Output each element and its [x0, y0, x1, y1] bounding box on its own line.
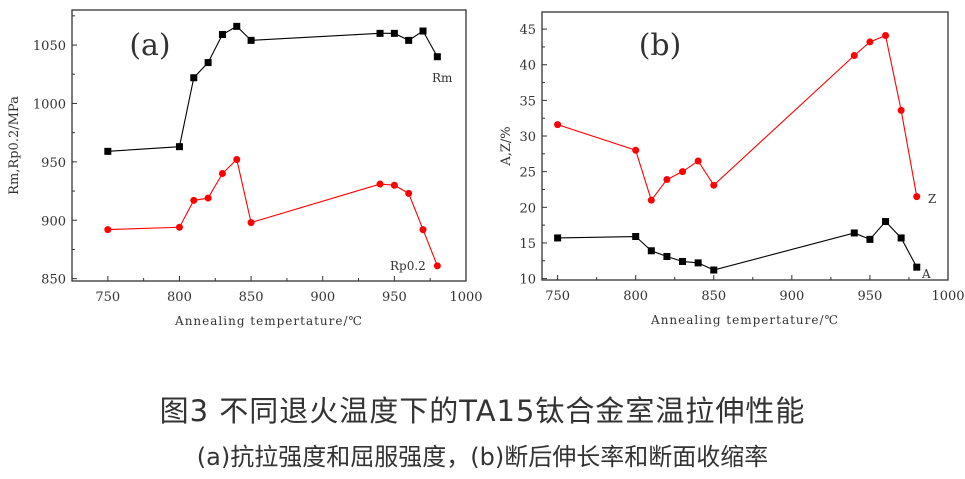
- series-Z: Z: [554, 32, 936, 206]
- data-point: [663, 176, 671, 183]
- data-point: [104, 226, 112, 234]
- x-tick-label: 1000: [449, 290, 482, 305]
- data-point: [913, 193, 921, 201]
- data-point: [218, 31, 226, 39]
- data-point: [390, 181, 398, 189]
- x-tick-label: 750: [95, 290, 120, 305]
- y-tick-label: 1050: [33, 39, 66, 54]
- data-point: [233, 22, 241, 30]
- data-point: [405, 189, 413, 197]
- series-A: A: [554, 218, 931, 281]
- x-tick-label: 850: [239, 290, 264, 305]
- data-point: [247, 36, 255, 44]
- series-line: [107, 158, 438, 267]
- data-point: [104, 147, 112, 155]
- x-axis-label: Annealing tempertature/℃: [174, 314, 363, 328]
- data-point: [175, 223, 183, 231]
- series-line: [557, 34, 918, 202]
- data-point: [710, 266, 718, 274]
- series-Rp0.2: Rp0.2: [104, 156, 441, 273]
- data-point: [679, 257, 687, 265]
- x-tick-label: 950: [858, 289, 883, 304]
- series-label: Rm: [432, 71, 453, 85]
- chart-b: 750 800 850 900 950 1000 10 15 20 25 30 35 40 45 Annea…: [499, 11, 965, 327]
- data-point: [218, 170, 226, 178]
- plot-frame: [71, 9, 467, 282]
- data-point: [913, 263, 921, 271]
- data-point: [204, 59, 212, 67]
- y-tick-label: 10: [519, 273, 536, 288]
- data-point: [376, 29, 384, 37]
- data-point: [663, 252, 671, 260]
- y-tick-label: 1000: [33, 97, 66, 112]
- data-point: [419, 226, 427, 234]
- series-Rm: Rm: [104, 22, 453, 155]
- data-point: [632, 233, 640, 241]
- data-point: [405, 36, 413, 44]
- data-point: [390, 29, 398, 37]
- panel-label: (b): [639, 28, 682, 63]
- data-point: [679, 168, 687, 176]
- y-tick-label: 15: [519, 237, 536, 252]
- data-point: [554, 121, 562, 129]
- data-point: [850, 229, 858, 237]
- data-point: [376, 180, 384, 188]
- figure-caption-subtitle: (a)抗拉强度和屈服强度，(b)断后伸长率和断面收缩率: [196, 443, 769, 471]
- data-point: [190, 196, 198, 204]
- y-axis-label: A,Z/%: [499, 126, 514, 166]
- series-label: Rp0.2: [390, 259, 426, 273]
- data-point: [175, 143, 183, 151]
- data-point: [247, 219, 255, 227]
- y-tick-label: 35: [519, 94, 536, 109]
- x-tick-label: 800: [623, 289, 648, 304]
- data-point: [897, 234, 905, 242]
- data-point: [419, 27, 427, 35]
- data-point: [710, 181, 718, 189]
- x-tick-label: 800: [167, 290, 192, 305]
- series-line: [557, 220, 918, 271]
- data-point: [866, 235, 874, 243]
- y-tick-label: 950: [41, 156, 66, 171]
- data-point: [882, 32, 890, 40]
- y-tick-label: 45: [519, 23, 536, 38]
- x-tick-label: 900: [310, 290, 335, 305]
- data-point: [866, 38, 874, 46]
- y-tick-label: 900: [41, 214, 66, 229]
- x-tick-label: 750: [545, 289, 570, 304]
- x-tick-label: 950: [382, 290, 407, 305]
- data-point: [694, 157, 702, 165]
- y-tick-label: 20: [519, 201, 536, 216]
- data-point: [694, 259, 702, 267]
- plot-frame: [541, 11, 949, 281]
- chart-a: 750 800 850 900 950 1000 850 900 950 1000 1050 Anne…: [7, 9, 483, 328]
- series-label: A: [921, 267, 931, 281]
- data-point: [647, 196, 655, 204]
- panel-label: (a): [129, 28, 170, 63]
- y-tick-label: 40: [519, 59, 536, 74]
- x-tick-label: 1000: [931, 289, 964, 304]
- data-point: [204, 194, 212, 202]
- series-label: Z: [928, 192, 936, 206]
- y-tick-label: 850: [41, 273, 66, 288]
- data-point: [233, 156, 241, 164]
- x-tick-label: 850: [701, 289, 726, 304]
- data-point: [190, 74, 198, 82]
- data-point: [632, 146, 640, 154]
- data-point: [433, 53, 441, 61]
- data-point: [850, 51, 858, 59]
- data-point: [433, 262, 441, 270]
- y-axis-label: Rm,Rp0.2/MPa: [7, 96, 22, 195]
- x-axis-label: Annealing tempertature/℃: [650, 313, 839, 327]
- x-tick-label: 900: [779, 289, 804, 304]
- y-tick-label: 25: [519, 166, 536, 181]
- figure-caption-title: 图3 不同退火温度下的TA15钛合金室温拉伸性能: [159, 394, 806, 428]
- y-tick-label: 30: [519, 130, 536, 145]
- data-point: [897, 106, 905, 114]
- data-point: [554, 234, 562, 242]
- data-point: [647, 247, 655, 255]
- data-point: [882, 218, 890, 226]
